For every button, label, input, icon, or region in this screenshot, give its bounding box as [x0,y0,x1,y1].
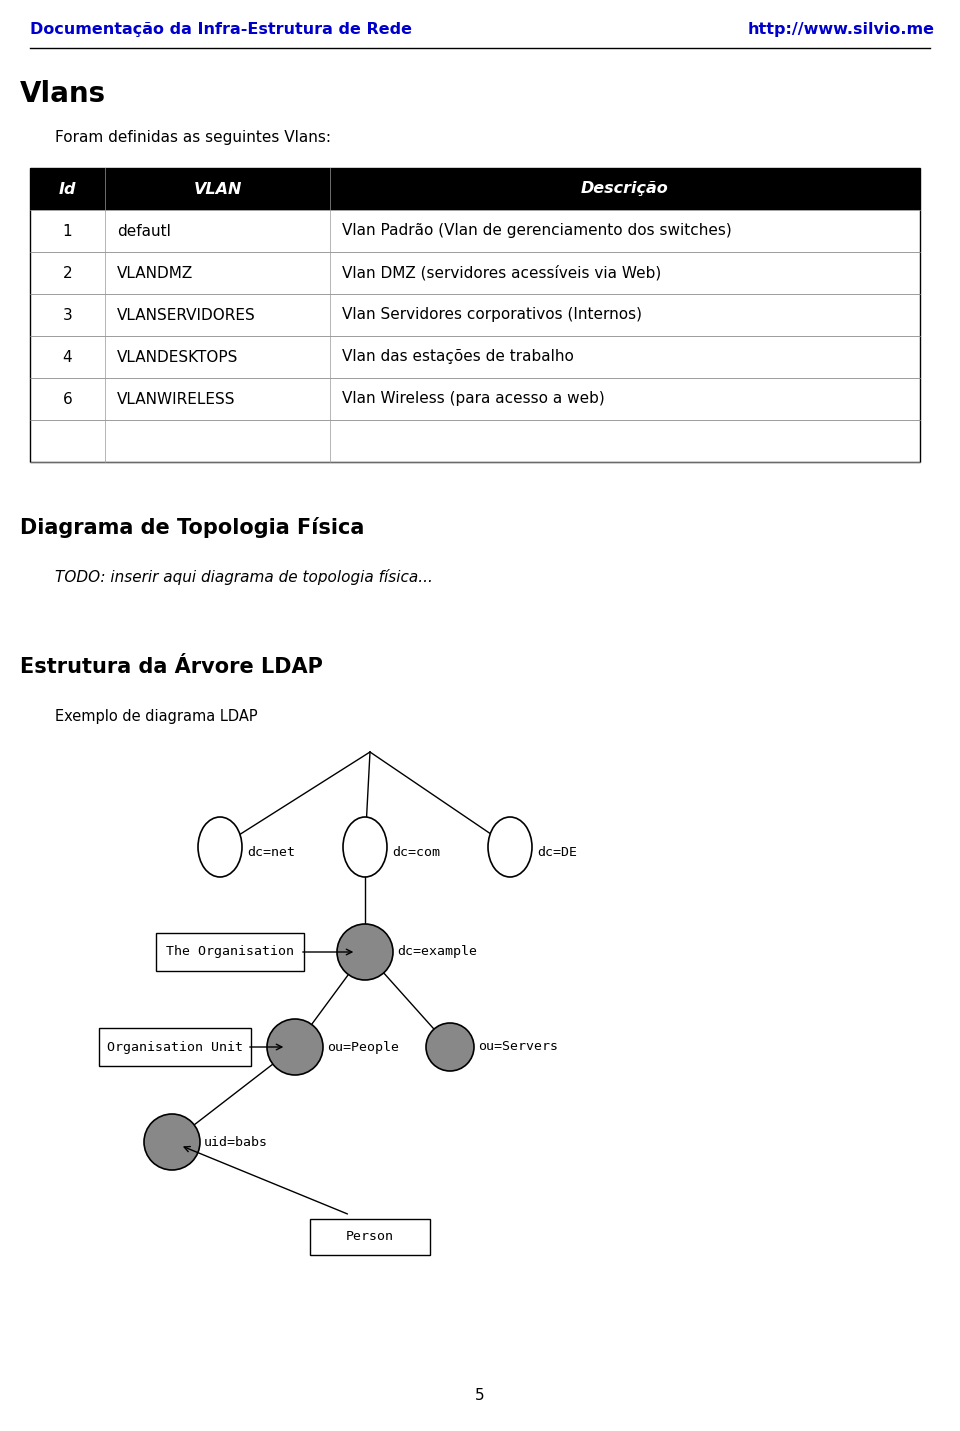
Text: VLANWIRELESS: VLANWIRELESS [117,392,235,406]
Text: Id: Id [59,182,76,196]
Text: 3: 3 [62,308,72,322]
Text: 1: 1 [62,223,72,239]
Text: The Organisation: The Organisation [166,946,294,959]
Text: 2: 2 [62,266,72,280]
Text: Vlan das estações de trabalho: Vlan das estações de trabalho [342,349,574,365]
Ellipse shape [343,817,387,877]
Ellipse shape [488,817,532,877]
Text: ou=People: ou=People [327,1040,399,1053]
Text: Vlan Padrão (Vlan de gerenciamento dos switches): Vlan Padrão (Vlan de gerenciamento dos s… [342,223,732,239]
Text: uid=babs: uid=babs [204,1136,268,1149]
Text: defautl: defautl [117,223,171,239]
Text: Diagrama de Topologia Física: Diagrama de Topologia Física [20,517,365,538]
Ellipse shape [198,817,242,877]
Text: VLANDESKTOPS: VLANDESKTOPS [117,349,238,365]
Text: Documentação da Infra-Estrutura de Rede: Documentação da Infra-Estrutura de Rede [30,21,412,37]
Text: dc=example: dc=example [397,946,477,959]
Text: VLANDMZ: VLANDMZ [117,266,193,280]
Text: 4: 4 [62,349,72,365]
Text: Descrição: Descrição [581,182,669,196]
Bar [30,421,920,462]
Text: Vlans: Vlans [20,80,107,107]
Bar [30,210,920,252]
Text: VLAN: VLAN [193,182,242,196]
Bar [30,293,920,336]
Text: Exemplo de diagrama LDAP: Exemplo de diagrama LDAP [55,708,257,724]
Bar [156,933,304,972]
Text: Estrutura da Árvore LDAP: Estrutura da Árvore LDAP [20,657,323,677]
Text: ou=Servers: ou=Servers [478,1040,558,1053]
Text: 6: 6 [62,392,72,406]
Text: TODO: inserir aqui diagrama de topologia física...: TODO: inserir aqui diagrama de topologia… [55,570,433,585]
Bar [99,1027,251,1066]
Text: dc=com: dc=com [392,846,440,859]
Bar [310,1219,430,1255]
Text: dc=DE: dc=DE [537,846,577,859]
Bar [30,252,920,293]
Bar [30,167,920,210]
Ellipse shape [337,924,393,980]
Bar [30,167,920,462]
Text: Vlan Wireless (para acesso a web): Vlan Wireless (para acesso a web) [342,392,605,406]
Text: 5: 5 [475,1388,485,1404]
Text: Person: Person [346,1231,394,1244]
Ellipse shape [144,1113,200,1171]
Bar [30,378,920,421]
Bar [30,336,920,378]
Ellipse shape [267,1019,323,1075]
Text: Vlan Servidores corporativos (Internos): Vlan Servidores corporativos (Internos) [342,308,642,322]
Text: Foram definidas as seguintes Vlans:: Foram definidas as seguintes Vlans: [55,130,331,145]
Text: VLANSERVIDORES: VLANSERVIDORES [117,308,255,322]
Text: http://www.silvio.me: http://www.silvio.me [748,21,935,37]
Text: dc=net: dc=net [247,846,295,859]
Text: Vlan DMZ (servidores acessíveis via Web): Vlan DMZ (servidores acessíveis via Web) [342,265,661,280]
Text: Organisation Unit: Organisation Unit [107,1040,243,1053]
Ellipse shape [426,1023,474,1070]
